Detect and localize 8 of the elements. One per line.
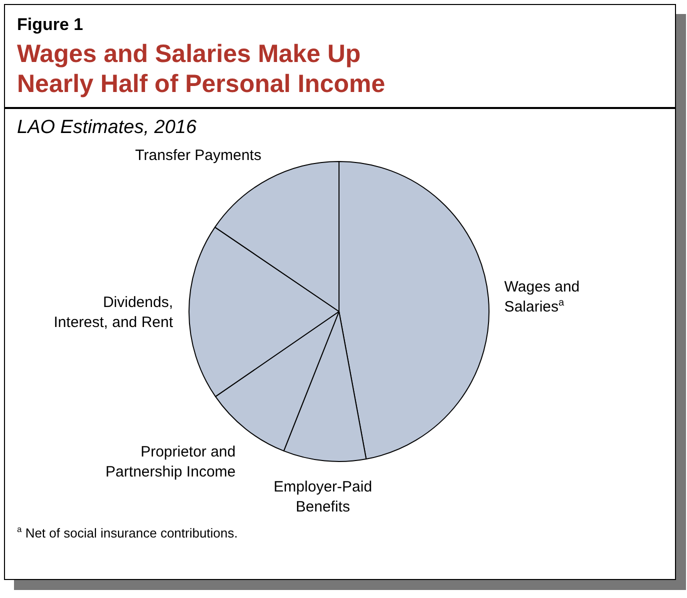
caption: Figure 1 bbox=[17, 15, 84, 35]
slice-label: Transfer Payments bbox=[135, 146, 262, 164]
slice-label: Dividends, Interest, and Rent bbox=[54, 294, 174, 332]
text: $^{a}$ Net of social insurance contributions. bbox=[17, 524, 239, 540]
slice-label: Employer-Paid Benefits bbox=[274, 478, 372, 516]
chart-title: Wages and Salaries Make Up Nearly Half of Personal Income bbox=[17, 39, 386, 99]
category-label: Proprietor and Partnership Income bbox=[106, 443, 236, 480]
chart-subtitle: LAO Estimates, 2016 bbox=[17, 117, 198, 139]
